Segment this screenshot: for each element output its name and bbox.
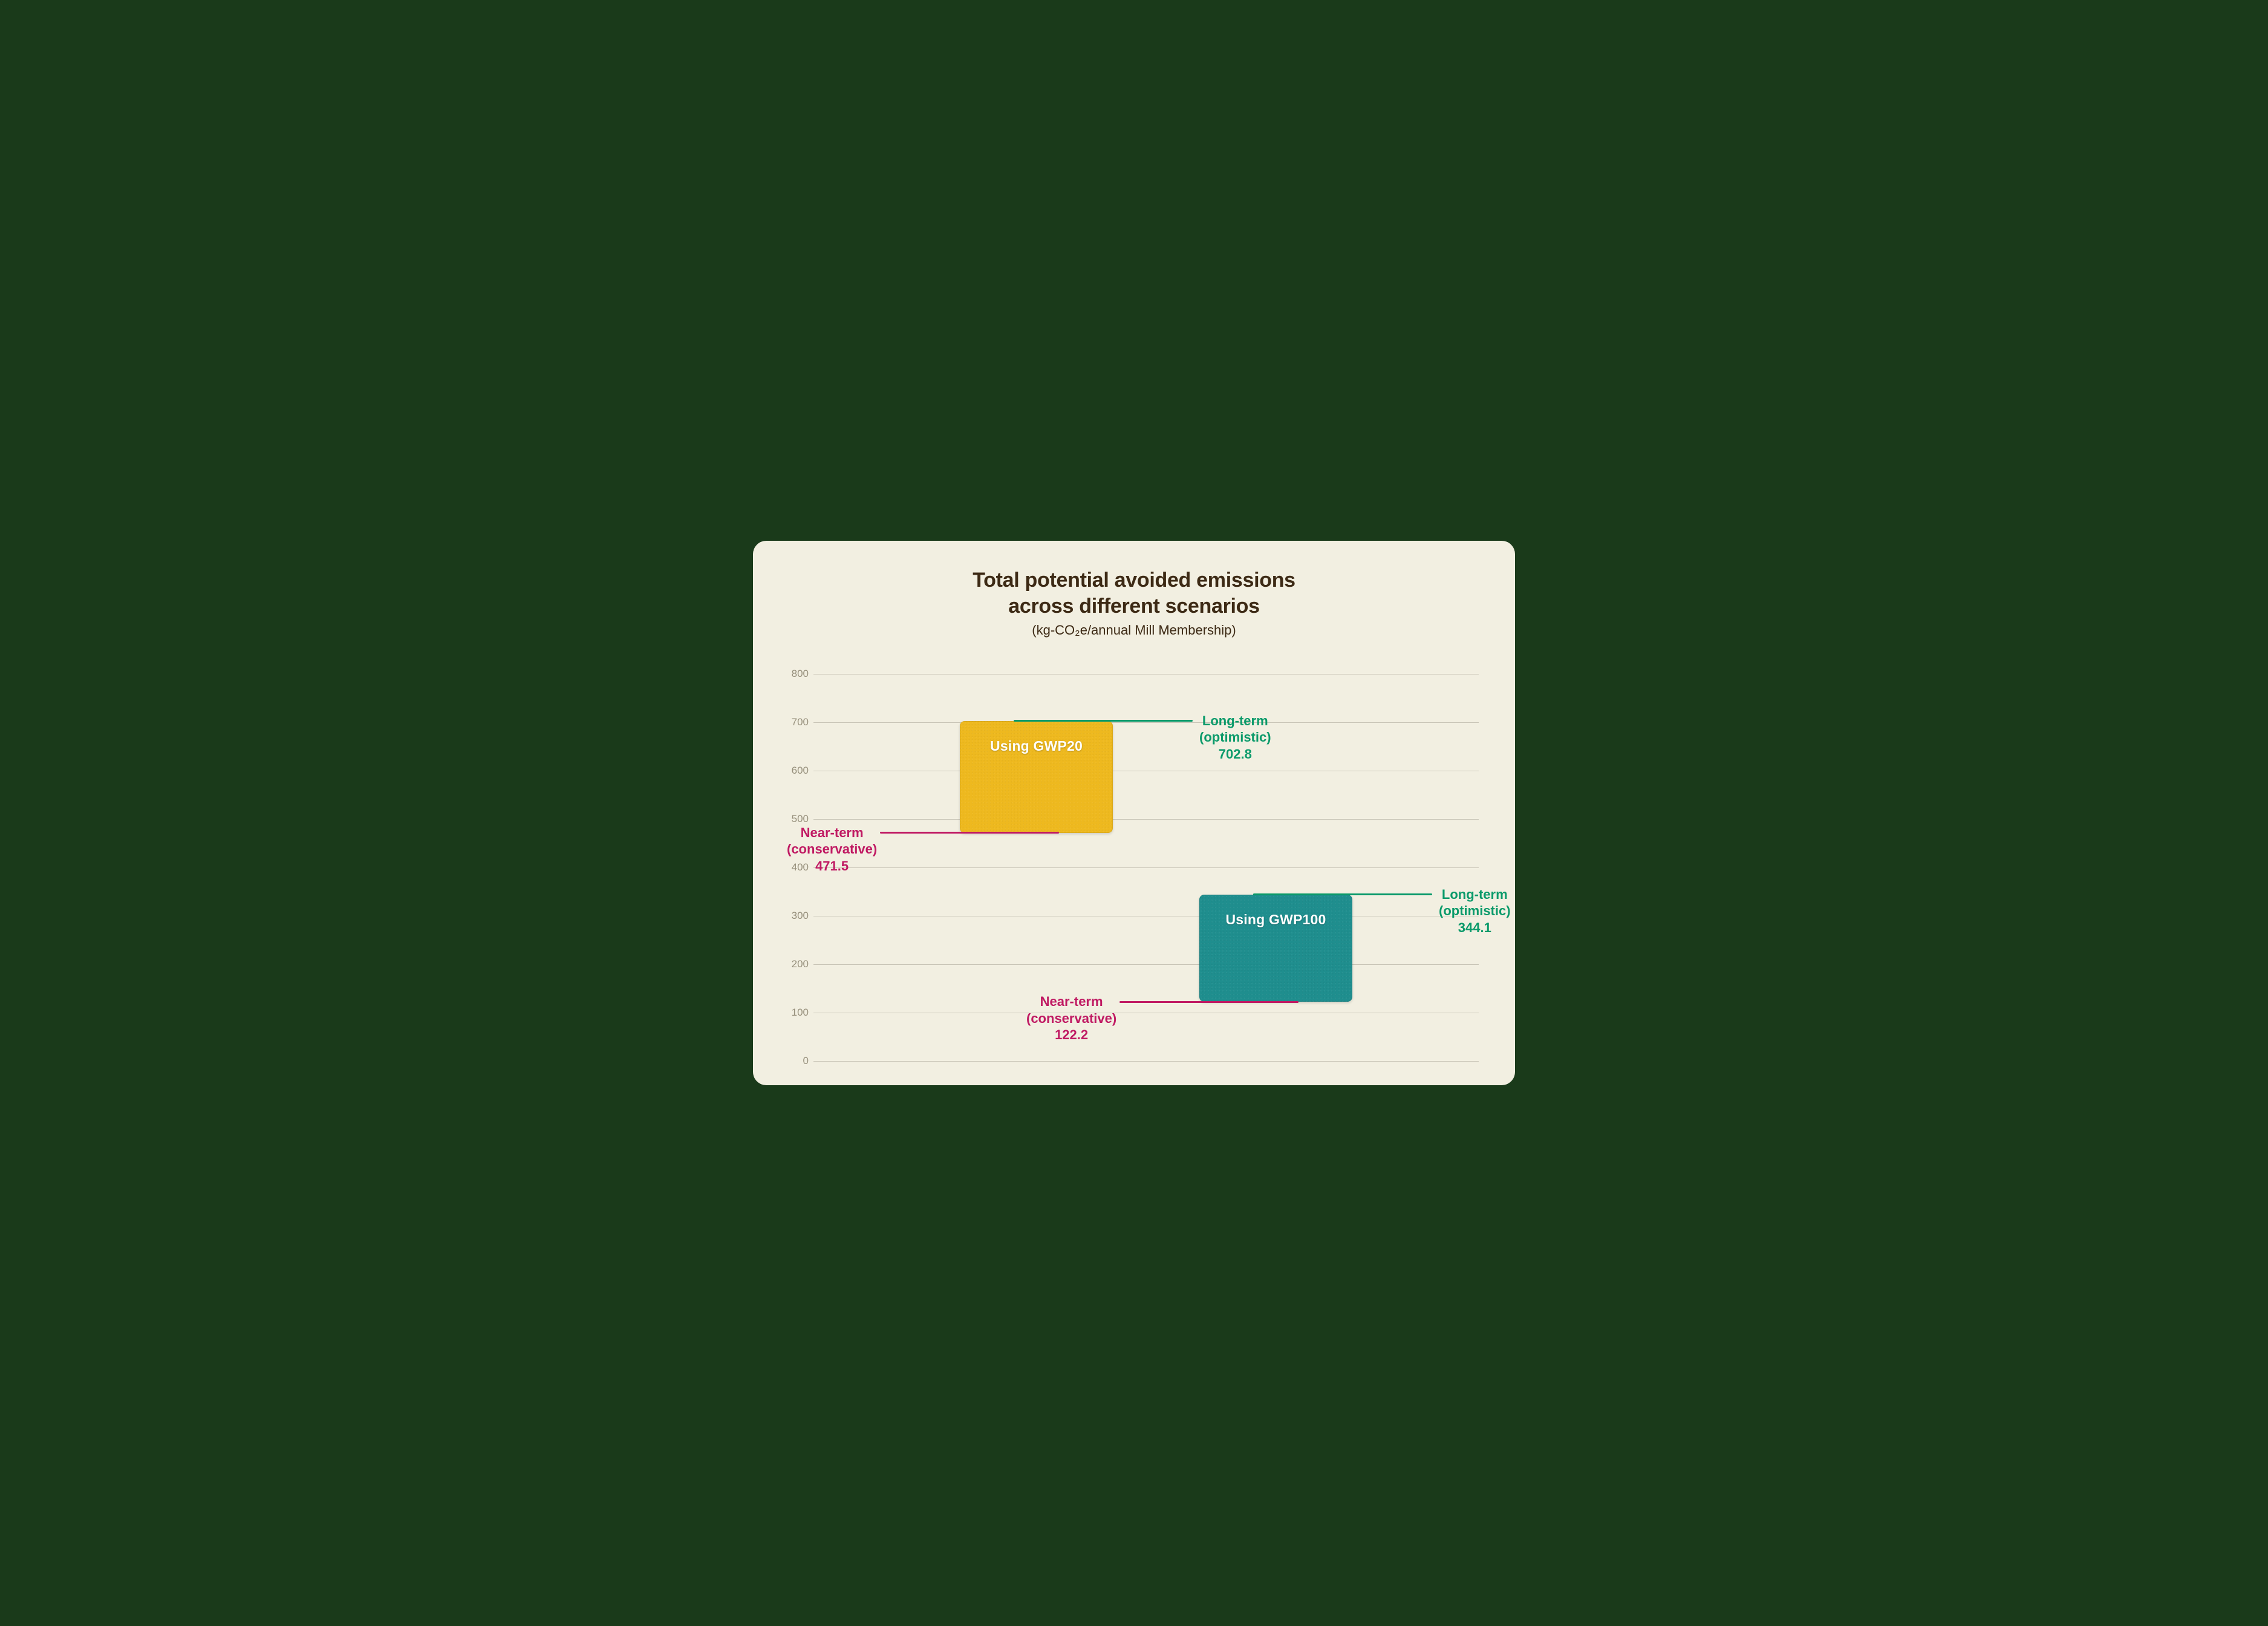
title-line-2: across different scenarios [1008, 595, 1260, 618]
range-bar: Using GWP20 [960, 721, 1113, 833]
y-axis-tick: 800 [784, 668, 809, 680]
grid-line [813, 867, 1479, 868]
title-line-1: Total potential avoided emissions [973, 569, 1295, 592]
grid-line [813, 1061, 1479, 1062]
y-axis-tick: 100 [784, 1007, 809, 1019]
long-term-annotation: Long-term(optimistic)344.1 [1439, 886, 1511, 936]
title-block: Total potential avoided emissions across… [753, 567, 1515, 638]
long-term-whisker [1253, 893, 1432, 895]
y-axis-tick: 0 [784, 1055, 809, 1067]
long-term-annotation: Long-term(optimistic)702.8 [1199, 713, 1271, 763]
bar-label: Using GWP20 [960, 738, 1113, 754]
near-term-annotation: Near-term(conservative)471.5 [787, 824, 877, 875]
near-term-whisker [880, 832, 1059, 834]
bar-label: Using GWP100 [1199, 912, 1352, 928]
y-axis-tick: 200 [784, 958, 809, 970]
plot-area: 0100200300400500600700800Using GWP20Long… [813, 674, 1479, 1061]
near-term-whisker [1119, 1001, 1299, 1003]
y-axis-tick: 500 [784, 813, 809, 825]
y-axis-tick: 300 [784, 910, 809, 922]
chart-title: Total potential avoided emissions across… [753, 567, 1515, 619]
long-term-whisker [1014, 720, 1193, 722]
grid-line [813, 819, 1479, 820]
y-axis-tick: 600 [784, 765, 809, 777]
range-bar: Using GWP100 [1199, 895, 1352, 1002]
near-term-annotation: Near-term(conservative)122.2 [1026, 993, 1116, 1043]
chart-card: Total potential avoided emissions across… [753, 541, 1515, 1085]
chart-subtitle: (kg-CO₂e/annual Mill Membership) [753, 622, 1515, 638]
grid-line [813, 722, 1479, 723]
y-axis-tick: 700 [784, 716, 809, 728]
grid-line [813, 964, 1479, 965]
